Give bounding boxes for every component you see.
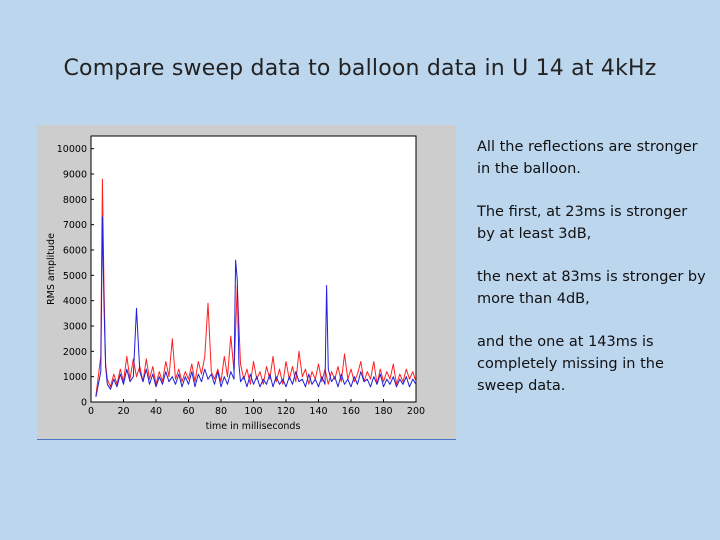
y-tick-label: 9000 xyxy=(63,170,87,181)
y-tick-label: 2000 xyxy=(63,347,87,358)
x-tick-label: 180 xyxy=(374,406,392,417)
note-text: and the one at 143ms is completely missi… xyxy=(477,334,664,394)
x-tick-label: 100 xyxy=(244,406,262,417)
x-tick-label: 200 xyxy=(407,406,425,417)
y-tick-label: 1000 xyxy=(63,372,87,383)
x-tick-label: 140 xyxy=(309,406,327,417)
slide-title: Compare sweep data to balloon data in U … xyxy=(63,56,657,81)
slide-notes: All the reflections are stronger in the … xyxy=(477,136,709,418)
x-tick-label: 160 xyxy=(342,406,360,417)
y-tick-label: 4000 xyxy=(63,296,87,307)
series-layer xyxy=(95,178,417,397)
y-tick-label: 7000 xyxy=(63,220,87,231)
y-tick-label: 6000 xyxy=(63,246,87,257)
rms-amplitude-chart: 0 20 40 60 80 100 120 140 160 180 2000100020003000… xyxy=(46,135,425,432)
y-tick-label: 8000 xyxy=(63,195,87,206)
tick-layer: 0 20 40 60 80 100 120 140 160 180 2000100020003000… xyxy=(57,144,425,417)
chart-figure: 0 20 40 60 80 100 120 140 160 180 200 0 1000 2000 3000… xyxy=(37,125,456,440)
y-axis-label: RMS amplitude xyxy=(46,233,57,305)
x-tick-label: 40 xyxy=(150,406,162,417)
x-tick-label: 20 xyxy=(117,406,129,417)
plot-area xyxy=(90,135,417,403)
series-line-sweep xyxy=(95,216,417,397)
note-text: the next at 83ms is stronger by more tha… xyxy=(477,269,706,307)
note-text: The first, at 23ms is stronger by at lea… xyxy=(477,204,688,242)
x-tick-label: 0 xyxy=(88,406,94,417)
note-text: All the reflections are stronger in the … xyxy=(477,139,698,177)
y-tick-label: 10000 xyxy=(57,144,87,155)
y-tick-label: 5000 xyxy=(63,271,87,282)
series-line-balloon xyxy=(95,178,417,396)
y-tick-label: 3000 xyxy=(63,322,87,333)
y-tick-label: 0 xyxy=(81,398,87,409)
x-axis-label: time in milliseconds xyxy=(206,421,301,432)
x-tick-label: 80 xyxy=(215,406,227,417)
x-tick-label: 120 xyxy=(277,406,295,417)
x-tick-label: 60 xyxy=(182,406,194,417)
